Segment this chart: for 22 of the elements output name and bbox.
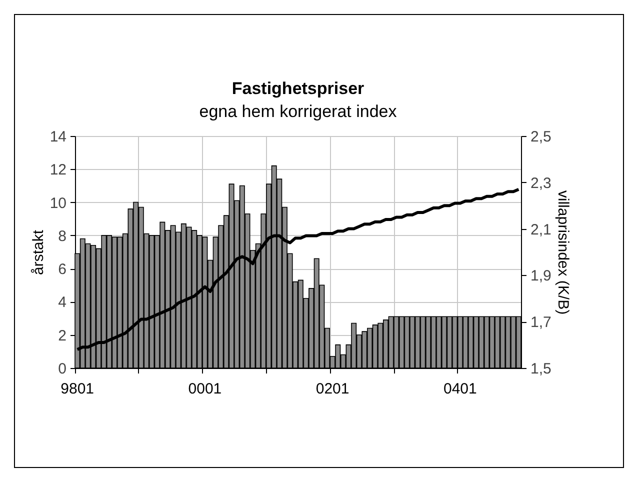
y-tick-label: 6 [58,261,66,278]
chart-subtitle: egna hem korrigerat index [199,102,398,121]
y2-tick-label: 2,1 [530,221,552,238]
x-tick-label: 0201 [316,380,350,398]
y-tick-label: 4 [58,294,66,312]
y2-tick-label: 1,5 [530,360,552,378]
y2-tick-label: 1,9 [530,268,552,285]
y2-tick-label: 2,5 [530,128,552,146]
x-tick-label: 9801 [60,380,94,398]
y-tick-label: 10 [50,194,66,212]
y2-axis-title: villaprisindex (K/B) [554,190,572,315]
y-tick-label: 14 [50,128,66,146]
y-tick-label: 8 [58,228,66,245]
x-tick-label: 0001 [188,380,222,398]
y-tick-label: 2 [58,327,66,344]
x-tick-label: 0401 [443,380,477,398]
y-tick-label: 12 [50,162,66,179]
y-tick-label: 0 [58,360,66,378]
y2-tick-label: 2,3 [530,174,552,192]
y2-tick-label: 1,7 [530,314,552,332]
y-axis-title: årstakt [30,229,47,276]
chart-title: Fastighetspriser [232,79,365,98]
